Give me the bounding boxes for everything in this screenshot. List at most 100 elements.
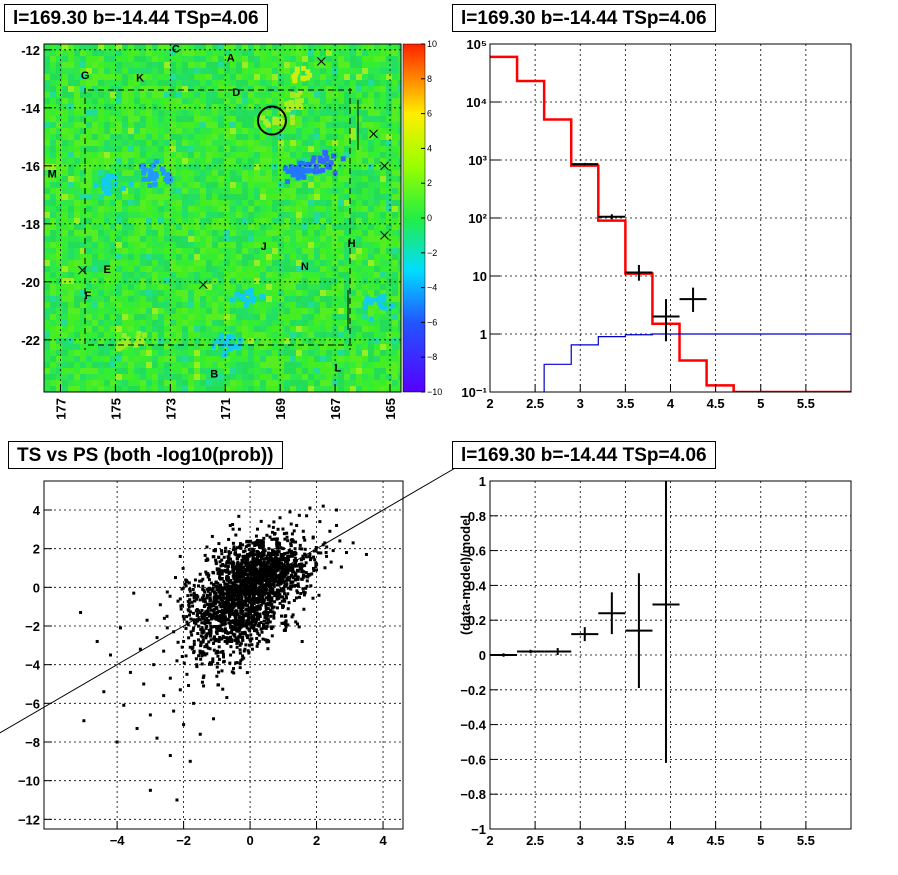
heatmap-cell	[146, 368, 152, 374]
heatmap-cell	[254, 104, 260, 110]
heatmap-cell	[146, 314, 152, 320]
heatmap-cell	[44, 242, 50, 248]
heatmap-cell	[176, 326, 182, 332]
heatmap-cell	[272, 386, 278, 392]
heatmap-cell	[68, 386, 74, 392]
data-point	[230, 589, 234, 593]
heatmap-cell	[386, 332, 392, 338]
heatmap-cell	[134, 254, 140, 260]
heatmap-cell	[176, 50, 182, 56]
heatmap-cell	[104, 332, 110, 338]
heatmap-cell	[212, 302, 218, 308]
heatmap-cell	[98, 44, 104, 50]
heatmap-cell	[236, 248, 242, 254]
heatmap-cell	[260, 206, 266, 212]
heatmap-cell	[320, 92, 326, 98]
heatmap-cell	[68, 128, 74, 134]
heatmap-cell	[260, 344, 266, 350]
heatmap-cell	[344, 134, 350, 140]
data-point	[173, 576, 177, 580]
heatmap-cell	[278, 164, 284, 170]
heatmap-cell	[248, 356, 254, 362]
heatmap-cell	[134, 194, 140, 200]
heatmap-cell	[350, 386, 356, 392]
heatmap-cell	[356, 212, 362, 218]
y-tick-label: 10²	[468, 211, 487, 226]
heatmap-cell	[356, 338, 362, 344]
heatmap-cell	[176, 224, 182, 230]
heatmap-cell	[140, 98, 146, 104]
heatmap-cell	[242, 368, 248, 374]
heatmap-cell	[68, 224, 74, 230]
heatmap-cell	[242, 182, 248, 188]
heatmap-cell	[80, 140, 86, 146]
heatmap-cell	[92, 128, 98, 134]
heatmap-cell	[50, 188, 56, 194]
heatmap-cell	[398, 218, 401, 224]
heatmap-cell	[86, 122, 92, 128]
heatmap-cell	[374, 308, 380, 314]
heatmap-cell	[62, 68, 68, 74]
heatmap-cell	[386, 374, 392, 380]
heatmap-cell	[386, 338, 392, 344]
heatmap-cell	[188, 278, 194, 284]
heatmap-cell	[86, 266, 92, 272]
heatmap-cell	[254, 236, 260, 242]
data-point	[203, 597, 207, 601]
heatmap-cell	[110, 356, 116, 362]
heatmap-cell	[308, 290, 314, 296]
heatmap-cell	[74, 146, 80, 152]
heatmap-cell	[146, 356, 152, 362]
heatmap-cell	[368, 356, 374, 362]
heatmap-cell	[164, 140, 170, 146]
heatmap-cell	[86, 44, 92, 50]
heatmap-cell	[200, 380, 206, 386]
heatmap-cell	[284, 284, 290, 290]
heatmap-cell	[182, 296, 188, 302]
heatmap-cell	[260, 200, 266, 206]
y-tick-label: -12	[21, 43, 40, 58]
heatmap-cell	[116, 122, 122, 128]
heatmap-cell	[218, 176, 224, 182]
heatmap-cell	[86, 284, 92, 290]
heatmap-cell	[110, 248, 116, 254]
heatmap-cell	[302, 338, 308, 344]
data-point	[282, 592, 286, 596]
heatmap-cell	[104, 368, 110, 374]
heatmap-cell	[122, 326, 128, 332]
heatmap-cell	[305, 75, 311, 81]
heatmap-cell	[182, 278, 188, 284]
heatmap-cell	[320, 338, 326, 344]
heatmap-cell	[206, 266, 212, 272]
heatmap-cell	[380, 110, 386, 116]
heatmap-cell	[398, 386, 401, 392]
heatmap-cell	[290, 266, 296, 272]
heatmap-cell	[314, 44, 320, 50]
heatmap-cell	[230, 86, 236, 92]
heatmap-cell	[176, 122, 182, 128]
heatmap-cell	[224, 194, 230, 200]
heatmap-cell	[362, 182, 368, 188]
heatmap-cell	[344, 56, 350, 62]
heatmap-cell	[368, 92, 374, 98]
heatmap-cell	[140, 326, 146, 332]
heatmap-cell	[134, 122, 140, 128]
heatmap-cell	[380, 332, 386, 338]
heatmap-cell	[362, 236, 368, 242]
heatmap-cell	[326, 344, 332, 350]
heatmap-cell	[152, 80, 158, 86]
heatmap-cell	[236, 332, 242, 338]
heatmap-cell	[350, 356, 356, 362]
heatmap-cell	[266, 296, 272, 302]
heatmap-cell	[98, 164, 104, 170]
heatmap-cell	[356, 344, 362, 350]
heatmap-cell	[368, 230, 374, 236]
heatmap-cell	[374, 56, 380, 62]
heatmap-cell	[62, 362, 68, 368]
heatmap-cell	[368, 326, 374, 332]
heatmap-cell	[50, 368, 56, 374]
heatmap-cell	[122, 212, 128, 218]
heatmap-cell	[362, 80, 368, 86]
heatmap-cell	[212, 44, 218, 50]
heatmap-cell	[50, 320, 56, 326]
